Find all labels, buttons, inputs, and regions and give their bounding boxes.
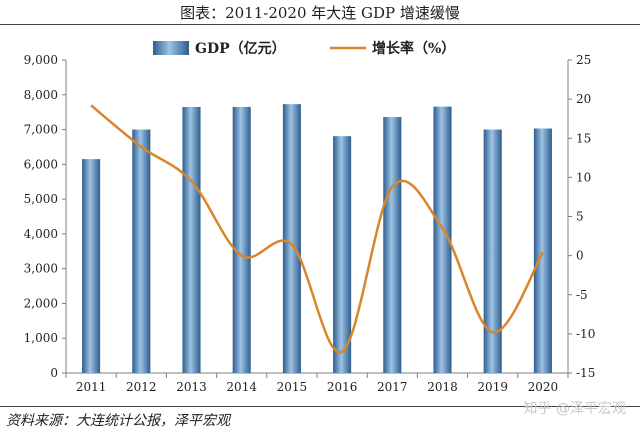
x-tick-label: 2017 [377, 380, 408, 394]
gdp-bar [533, 128, 552, 373]
legend-growth-label: 增长率（%） [372, 40, 455, 57]
right-tick-label: 5 [576, 210, 584, 224]
x-tick-label: 2016 [327, 380, 358, 394]
source-note: 资料来源：大连统计公报，泽平宏观 [6, 413, 230, 429]
left-tick-label: 1,000 [24, 331, 58, 345]
left-tick-label: 0 [50, 366, 58, 380]
gdp-bar [182, 106, 201, 373]
gdp-bar [82, 159, 101, 373]
gdp-bar [433, 106, 452, 373]
x-tick-label: 2018 [427, 380, 458, 394]
x-tick-label: 2014 [226, 380, 257, 394]
x-tick-label: 2015 [277, 380, 308, 394]
x-tick-label: 2013 [176, 380, 207, 394]
gdp-bar [333, 136, 352, 373]
right-tick-label: -5 [576, 288, 588, 302]
gdp-bar [282, 104, 301, 373]
gdp-bar [483, 129, 502, 373]
x-tick-label: 2012 [126, 380, 157, 394]
left-tick-label: 2,000 [24, 296, 58, 310]
legend-gdp-label: GDP（亿元） [195, 40, 286, 57]
title-rule [0, 24, 640, 25]
chart-title: 图表：2011-2020 年大连 GDP 增速缓慢 [180, 4, 460, 22]
right-tick-label: 10 [576, 170, 591, 184]
growth-rate-line [90, 104, 544, 354]
gdp-bar [132, 129, 151, 373]
x-tick-label: 2019 [477, 380, 508, 394]
left-tick-label: 6,000 [24, 157, 58, 171]
left-tick-label: 8,000 [24, 88, 58, 102]
right-tick-label: 25 [576, 53, 591, 67]
right-tick-label: 20 [576, 92, 591, 106]
left-tick-label: 5,000 [24, 192, 58, 206]
right-tick-label: -10 [576, 327, 595, 341]
right-tick-label: 0 [576, 249, 584, 263]
watermark: 知乎 @泽平宏观 [523, 401, 626, 417]
x-tick-label: 2020 [528, 380, 559, 394]
right-tick-label: -15 [576, 366, 595, 380]
left-tick-label: 4,000 [24, 227, 58, 241]
x-tick-label: 2011 [76, 380, 107, 394]
footer-rule [0, 406, 640, 407]
gdp-bar [383, 117, 402, 373]
left-tick-label: 3,000 [24, 262, 58, 276]
left-tick-label: 9,000 [24, 53, 58, 67]
right-tick-label: 15 [576, 131, 591, 145]
gdp-bar [232, 106, 251, 373]
legend-bar-swatch [153, 41, 189, 55]
left-tick-label: 7,000 [24, 123, 58, 137]
